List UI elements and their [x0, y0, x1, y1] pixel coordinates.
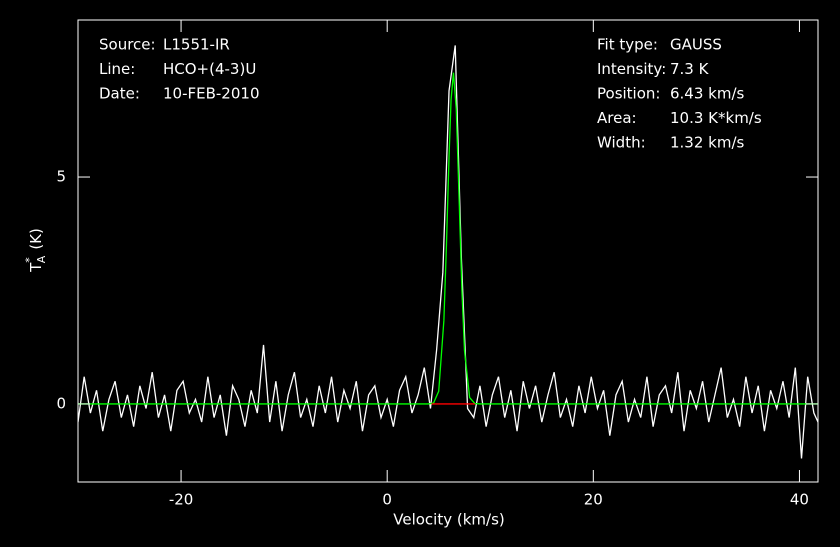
- info-value: 10-FEB-2010: [163, 85, 259, 103]
- y-axis-label: T*A (K): [23, 228, 48, 273]
- info-label: Source:: [99, 36, 156, 54]
- info-label: Area:: [597, 109, 637, 127]
- y-label-sub: A: [35, 255, 48, 263]
- spectrum-line: [78, 45, 818, 459]
- y-tick-label: 0: [56, 394, 66, 412]
- x-tick-label: 40: [790, 491, 809, 509]
- info-label: Intensity:: [597, 60, 666, 78]
- info-label: Date:: [99, 85, 140, 103]
- info-label: Fit type:: [597, 36, 658, 54]
- info-label: Line:: [99, 60, 135, 78]
- info-value: 10.3 K*km/s: [670, 109, 762, 127]
- info-value: GAUSS: [670, 36, 722, 54]
- info-value: L1551-IR: [163, 36, 230, 54]
- info-value: HCO+(4-3)U: [163, 60, 256, 78]
- y-label-unit: (K): [27, 228, 45, 250]
- plot-frame: [77, 19, 819, 483]
- x-axis-label: Velocity (km/s): [393, 511, 504, 529]
- info-value: 7.3 K: [670, 60, 710, 78]
- plot-area: [78, 45, 818, 459]
- info-value: 6.43 km/s: [670, 85, 745, 103]
- x-tick-label: 20: [584, 491, 603, 509]
- info-value: 1.32 km/s: [670, 134, 745, 152]
- x-tick-label: -20: [169, 491, 194, 509]
- x-tick-label: 0: [382, 491, 392, 509]
- y-label-sup: *: [23, 257, 36, 263]
- info-label: Width:: [597, 134, 646, 152]
- spectrum-line: [78, 72, 818, 405]
- y-tick-label: 5: [56, 168, 66, 186]
- y-label-main: T: [27, 262, 45, 273]
- info-label: Position:: [597, 85, 660, 103]
